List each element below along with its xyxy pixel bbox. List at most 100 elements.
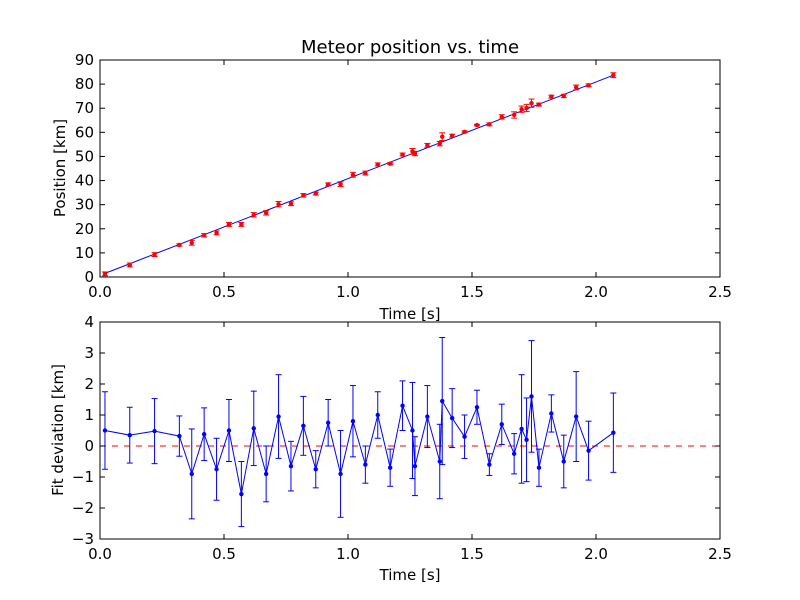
deviation-data-point <box>239 491 244 497</box>
position-y-tick-label: 0 <box>84 268 94 286</box>
position-data-point <box>519 106 524 112</box>
position-data-point <box>189 240 194 245</box>
position-data-point <box>499 114 504 120</box>
deviation-chart-y-label: Fit deviation [km] <box>49 364 67 496</box>
position-data-point <box>412 151 418 156</box>
position-data-point <box>313 191 318 196</box>
position-data-point <box>437 141 442 146</box>
deviation-data-point <box>474 405 480 410</box>
deviation-data-point <box>226 428 232 433</box>
deviation-data-point <box>410 428 415 433</box>
position-data-point <box>276 201 281 207</box>
position-y-tick-label: 50 <box>75 147 94 165</box>
deviation-x-tick-label: 0.5 <box>212 545 236 563</box>
position-x-tick-label: 0.0 <box>88 283 112 301</box>
deviation-y-tick-label: 3 <box>84 344 94 362</box>
deviation-data-point <box>586 448 591 453</box>
position-data-point <box>511 112 517 118</box>
deviation-data-point <box>276 414 281 419</box>
deviation-x-tick-label: 1.5 <box>460 545 484 563</box>
deviation-y-tick-label: −3 <box>72 530 94 548</box>
deviation-chart-ticks: 0.0 0.5 1.0 1.5 2.0 2.5 −3 −2 −1 0 1 2 3 4 <box>72 313 732 563</box>
deviation-data-point <box>325 420 331 425</box>
deviation-data-point <box>440 398 445 404</box>
deviation-data-point <box>375 412 380 418</box>
chart-title: Meteor position vs. time <box>301 37 519 58</box>
deviation-data-point <box>511 451 517 456</box>
deviation-y-tick-label: 0 <box>84 437 94 455</box>
deviation-data-point <box>201 432 207 437</box>
position-data-point <box>536 102 542 107</box>
deviation-data-point <box>561 459 566 464</box>
deviation-data-point <box>102 428 108 433</box>
deviation-y-tick-label: −1 <box>72 468 94 486</box>
position-data-point <box>263 210 269 216</box>
position-chart-x-label: Time [s] <box>379 305 441 323</box>
deviation-data-point <box>611 430 616 435</box>
position-x-tick-label: 1.0 <box>336 283 360 301</box>
deviation-data-point <box>437 459 442 464</box>
position-chart-ticks: 0.0 0.5 1.0 1.5 2.0 2.5 0 10 20 30 40 50 60 70 80 90 <box>75 51 732 301</box>
deviation-y-tick-label: −2 <box>72 499 94 517</box>
position-chart-frame <box>99 59 721 278</box>
deviation-data-point <box>251 426 256 431</box>
deviation-data-point <box>338 471 343 477</box>
position-data-point <box>573 85 579 90</box>
position-y-tick-label: 30 <box>75 196 94 214</box>
position-y-tick-label: 80 <box>75 75 94 93</box>
position-data-point <box>102 271 108 277</box>
deviation-chart-frame <box>99 321 721 540</box>
position-data-point <box>400 152 405 157</box>
deviation-data-point <box>313 467 318 472</box>
deviation-data-point <box>387 465 393 470</box>
deviation-data-point <box>127 432 132 438</box>
deviation-data-point <box>288 463 294 469</box>
deviation-data-point <box>214 467 219 472</box>
deviation-data-point <box>573 414 579 419</box>
position-data-point <box>301 193 306 198</box>
deviation-data-point <box>263 471 269 477</box>
position-data-point <box>152 252 157 257</box>
position-data-point <box>425 143 430 148</box>
position-data-point <box>350 172 356 177</box>
deviation-data-point <box>499 422 504 427</box>
deviation-chart-marks <box>100 337 720 528</box>
position-data-point <box>288 201 294 206</box>
deviation-x-tick-label: 1.0 <box>336 545 360 563</box>
deviation-data-point <box>301 423 306 429</box>
deviation-chart: 0.0 0.5 1.0 1.5 2.0 2.5 −3 −2 −1 0 1 2 3 4 Time [s] F… <box>49 313 732 584</box>
deviation-data-point <box>462 434 467 439</box>
position-chart: Meteor position vs. time 0.0 0.5 1.0 1.5 2.0… <box>51 37 732 323</box>
position-x-tick-label: 0.5 <box>212 283 236 301</box>
position-data-point <box>524 105 529 111</box>
deviation-data-point <box>449 415 455 421</box>
position-data-point <box>201 233 207 238</box>
position-data-point <box>462 129 467 135</box>
position-data-point <box>363 170 368 176</box>
position-y-tick-label: 20 <box>75 220 94 238</box>
position-data-point <box>611 72 616 78</box>
deviation-data-point <box>524 437 529 442</box>
position-y-tick-label: 60 <box>75 123 94 141</box>
position-data-point <box>325 182 331 187</box>
position-x-tick-label: 1.5 <box>460 283 484 301</box>
deviation-data-point <box>487 462 492 467</box>
position-chart-y-label: Position [km] <box>51 119 69 217</box>
deviation-data-point <box>549 411 554 416</box>
deviation-data-point <box>177 433 182 439</box>
deviation-data-point <box>536 465 542 470</box>
deviation-x-tick-label: 0.0 <box>88 545 112 563</box>
deviation-data-point <box>425 414 430 419</box>
position-y-tick-label: 90 <box>75 51 94 69</box>
position-data-point <box>127 262 132 268</box>
position-data-point <box>529 100 534 106</box>
deviation-x-tick-label: 2.5 <box>708 545 732 563</box>
position-x-tick-label: 2.0 <box>584 283 608 301</box>
position-data-point <box>226 222 232 227</box>
deviation-data-point <box>350 419 356 424</box>
deviation-data-point <box>363 462 368 467</box>
deviation-data-point <box>529 394 534 399</box>
deviation-data-point <box>412 463 418 469</box>
